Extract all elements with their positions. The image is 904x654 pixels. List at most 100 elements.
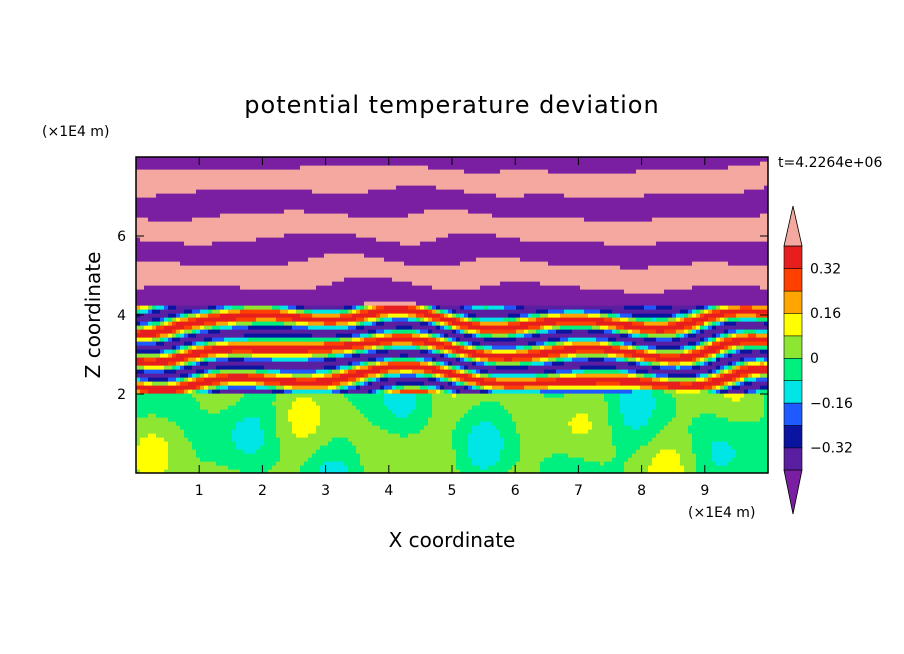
field-cell xyxy=(368,413,373,418)
field-cell xyxy=(596,465,601,470)
field-cell xyxy=(740,357,745,362)
field-cell xyxy=(524,397,529,402)
field-cell xyxy=(624,413,629,418)
field-cell xyxy=(332,465,337,470)
field-cell xyxy=(384,445,389,450)
field-cell xyxy=(340,357,345,362)
field-cell xyxy=(140,457,145,462)
field-cell xyxy=(344,421,349,426)
field-cell xyxy=(560,469,565,473)
field-cell xyxy=(296,413,301,418)
field-cell xyxy=(716,469,721,473)
field-cell xyxy=(276,349,281,354)
field-cell xyxy=(316,345,321,350)
field-cell xyxy=(620,457,625,462)
field-cell xyxy=(180,409,185,414)
field-cell xyxy=(388,381,393,386)
field-cell xyxy=(580,429,585,434)
field-cell xyxy=(596,397,601,402)
field-cell xyxy=(356,429,361,434)
field-cell xyxy=(716,385,721,390)
field-cell xyxy=(484,393,489,398)
field-cell xyxy=(676,381,681,386)
field-cell xyxy=(620,389,625,394)
field-cell xyxy=(592,353,597,358)
field-cell xyxy=(204,389,209,394)
field-cell xyxy=(380,361,385,366)
field-cell xyxy=(756,461,761,466)
field-cell xyxy=(180,369,185,374)
field-cell xyxy=(484,349,489,354)
field-cell xyxy=(352,409,357,414)
field-cell xyxy=(464,469,469,473)
field-cell xyxy=(504,453,509,458)
field-cell xyxy=(516,457,521,462)
field-cell xyxy=(320,397,325,402)
field-cell xyxy=(520,413,525,418)
field-cell xyxy=(336,345,341,350)
field-cell xyxy=(516,417,521,422)
field-cell xyxy=(312,453,317,458)
field-cell xyxy=(732,381,737,386)
field-cell xyxy=(576,377,581,382)
field-cell xyxy=(336,461,341,466)
field-cell xyxy=(292,381,297,386)
field-cell xyxy=(668,393,673,398)
field-cell xyxy=(320,361,325,366)
field-cell xyxy=(320,437,325,442)
field-cell xyxy=(324,469,329,473)
field-cell xyxy=(668,453,673,458)
field-cell xyxy=(388,409,393,414)
field-cell xyxy=(620,381,625,386)
field-cell xyxy=(164,449,169,454)
field-cell xyxy=(764,361,768,366)
field-cell xyxy=(316,409,321,414)
field-cell xyxy=(248,417,253,422)
field-cell xyxy=(716,449,721,454)
field-cell xyxy=(496,381,501,386)
field-cell xyxy=(760,361,765,366)
field-cell xyxy=(472,393,477,398)
field-cell xyxy=(320,421,325,426)
field-cell xyxy=(404,405,409,410)
field-cell xyxy=(492,453,497,458)
field-cell xyxy=(396,369,401,374)
field-cell xyxy=(616,389,621,394)
field-cell xyxy=(152,461,157,466)
field-cell xyxy=(656,377,661,382)
field-cell xyxy=(672,389,677,394)
field-cell xyxy=(332,365,337,370)
field-cell xyxy=(632,433,637,438)
field-cell xyxy=(220,385,225,390)
field-cell xyxy=(544,461,549,466)
field-cell xyxy=(172,357,177,362)
field-cell xyxy=(160,357,165,362)
field-cell xyxy=(324,453,329,458)
field-cell xyxy=(304,461,309,466)
field-cell xyxy=(760,393,765,398)
field-cell xyxy=(588,357,593,362)
field-cell xyxy=(748,349,753,354)
field-cell xyxy=(560,361,565,366)
field-cell xyxy=(632,361,637,366)
field-cell xyxy=(384,401,389,406)
field-cell xyxy=(604,373,609,378)
field-cell xyxy=(396,445,401,450)
field-cell xyxy=(740,445,745,450)
field-cell xyxy=(716,353,721,358)
field-cell xyxy=(196,425,201,430)
field-cell xyxy=(476,469,481,473)
field-cell xyxy=(308,377,313,382)
field-cell xyxy=(348,441,353,446)
field-cell xyxy=(372,461,377,466)
field-cell xyxy=(268,425,273,430)
field-cell xyxy=(744,373,749,378)
field-cell xyxy=(572,461,577,466)
field-cell xyxy=(760,457,765,462)
field-cell xyxy=(292,393,297,398)
field-cell xyxy=(324,413,329,418)
field-cell xyxy=(316,421,321,426)
field-cell xyxy=(496,373,501,378)
field-cell xyxy=(544,381,549,386)
field-cell xyxy=(760,425,765,430)
